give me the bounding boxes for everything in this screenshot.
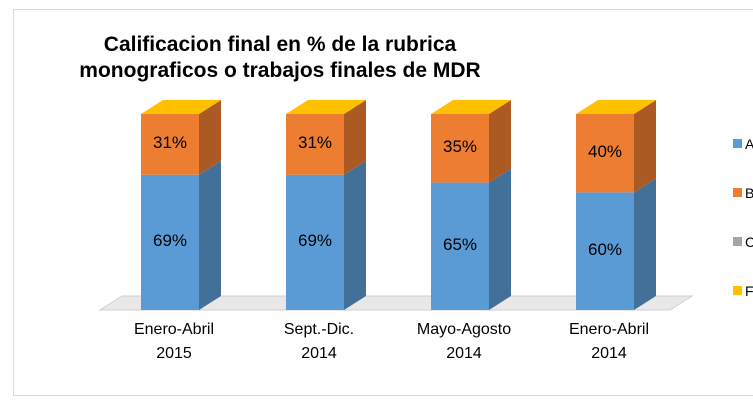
bar-side bbox=[634, 178, 656, 310]
bar-top bbox=[576, 100, 656, 114]
bar-front bbox=[286, 174, 344, 310]
bar-side bbox=[489, 168, 511, 310]
data-label: 35% bbox=[442, 137, 478, 157]
bar-top bbox=[286, 100, 366, 114]
legend-swatch bbox=[733, 188, 742, 197]
bar-side bbox=[199, 160, 221, 310]
bar-front bbox=[286, 114, 344, 175]
chart-title: Calificacion final en % de la rubrica mo… bbox=[79, 33, 481, 82]
bar-front bbox=[576, 114, 634, 193]
legend-swatch bbox=[733, 237, 742, 246]
legend-swatch bbox=[733, 286, 742, 295]
legend-label: F bbox=[745, 283, 753, 299]
bar-top bbox=[141, 100, 221, 114]
data-label: 31% bbox=[152, 133, 188, 153]
x-tick-label: Mayo-Agosto 2014 bbox=[416, 321, 512, 362]
legend-label: C bbox=[745, 234, 753, 250]
bar-side bbox=[344, 160, 366, 310]
legend-label: B bbox=[745, 185, 753, 201]
legend-label: A bbox=[745, 136, 753, 152]
x-tick-label: Sept.-Dic. 2014 bbox=[283, 321, 355, 362]
bar-top bbox=[431, 100, 511, 114]
bar-front bbox=[431, 182, 489, 310]
bar-side bbox=[489, 100, 511, 183]
data-label: 40% bbox=[587, 142, 623, 162]
bar-side bbox=[199, 100, 221, 175]
data-label: 31% bbox=[297, 133, 333, 153]
bar-front bbox=[141, 114, 199, 175]
data-label: 69% bbox=[152, 231, 188, 251]
x-tick-label: Enero-Abril 2015 bbox=[133, 321, 215, 362]
bar-side bbox=[344, 100, 366, 175]
x-tick-label: Enero-Abril 2014 bbox=[568, 321, 650, 362]
chart-border bbox=[13, 9, 753, 396]
bar-front bbox=[576, 192, 634, 310]
legend-swatch bbox=[733, 139, 742, 148]
bar-front bbox=[431, 114, 489, 183]
bar-front bbox=[141, 174, 199, 310]
data-label: 65% bbox=[442, 235, 478, 255]
data-label: 69% bbox=[297, 231, 333, 251]
data-label: 60% bbox=[587, 240, 623, 260]
bar-side bbox=[634, 100, 656, 193]
